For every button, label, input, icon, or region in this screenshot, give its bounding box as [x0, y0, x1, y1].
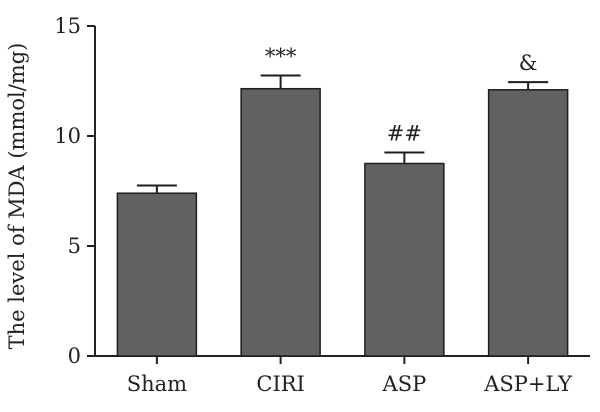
significance-marker: *** [265, 45, 297, 69]
x-tick-label: ASP [382, 372, 427, 396]
error-bars [136, 74, 549, 194]
x-tick-label: Sham [127, 372, 187, 396]
bars [116, 87, 569, 357]
significance-marker: ## [387, 122, 422, 146]
y-tick-label: 0 [68, 344, 81, 368]
x-axis: Sham CIRI ASP ASP+LY [95, 355, 590, 396]
y-tick-label: 5 [68, 234, 81, 258]
significance-annotations: *** ## & [265, 45, 538, 146]
x-tick-label: ASP+LY [483, 372, 573, 396]
bar-ciri [240, 87, 321, 357]
bar-sham [116, 192, 198, 357]
significance-marker: & [519, 51, 538, 75]
bar-asp [364, 162, 445, 357]
x-tick-label: CIRI [256, 372, 304, 396]
y-axis: 0 5 10 15 [54, 14, 96, 368]
bar-asp-ly [487, 89, 569, 357]
y-axis-title: The level of MDA (mmol/mg) [5, 43, 29, 350]
y-tick-label: 10 [54, 124, 81, 148]
y-tick-label: 15 [54, 14, 81, 38]
